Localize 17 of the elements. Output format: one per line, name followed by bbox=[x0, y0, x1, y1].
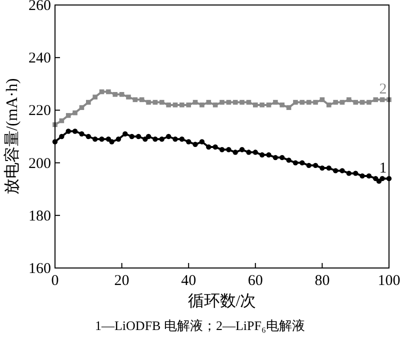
x-tick-label: 100 bbox=[378, 273, 400, 289]
text: 1—LiODFB 电解液；2—LiPF₆电解液 bbox=[94, 318, 306, 333]
y-tick-label: 260 bbox=[28, 0, 51, 14]
x-tick-label: 60 bbox=[248, 273, 263, 289]
x-axis-title: 循环数/次 bbox=[188, 293, 256, 310]
series-label: 1 bbox=[379, 160, 387, 177]
y-tick-label: 220 bbox=[28, 103, 51, 120]
x-tick-label: 80 bbox=[314, 273, 330, 289]
y-tick-label: 160 bbox=[28, 261, 51, 277]
y-tick-label: 240 bbox=[28, 50, 51, 67]
x-tick-label: 0 bbox=[51, 273, 59, 289]
y-tick-label: 200 bbox=[28, 156, 51, 172]
series-label: 2 bbox=[379, 82, 387, 98]
x-tick-label: 20 bbox=[114, 273, 130, 289]
x-tick-label: 40 bbox=[181, 273, 196, 289]
y-axis-title: 放电容量/(mA·h) bbox=[3, 78, 21, 195]
y-tick-label: 180 bbox=[28, 208, 51, 224]
